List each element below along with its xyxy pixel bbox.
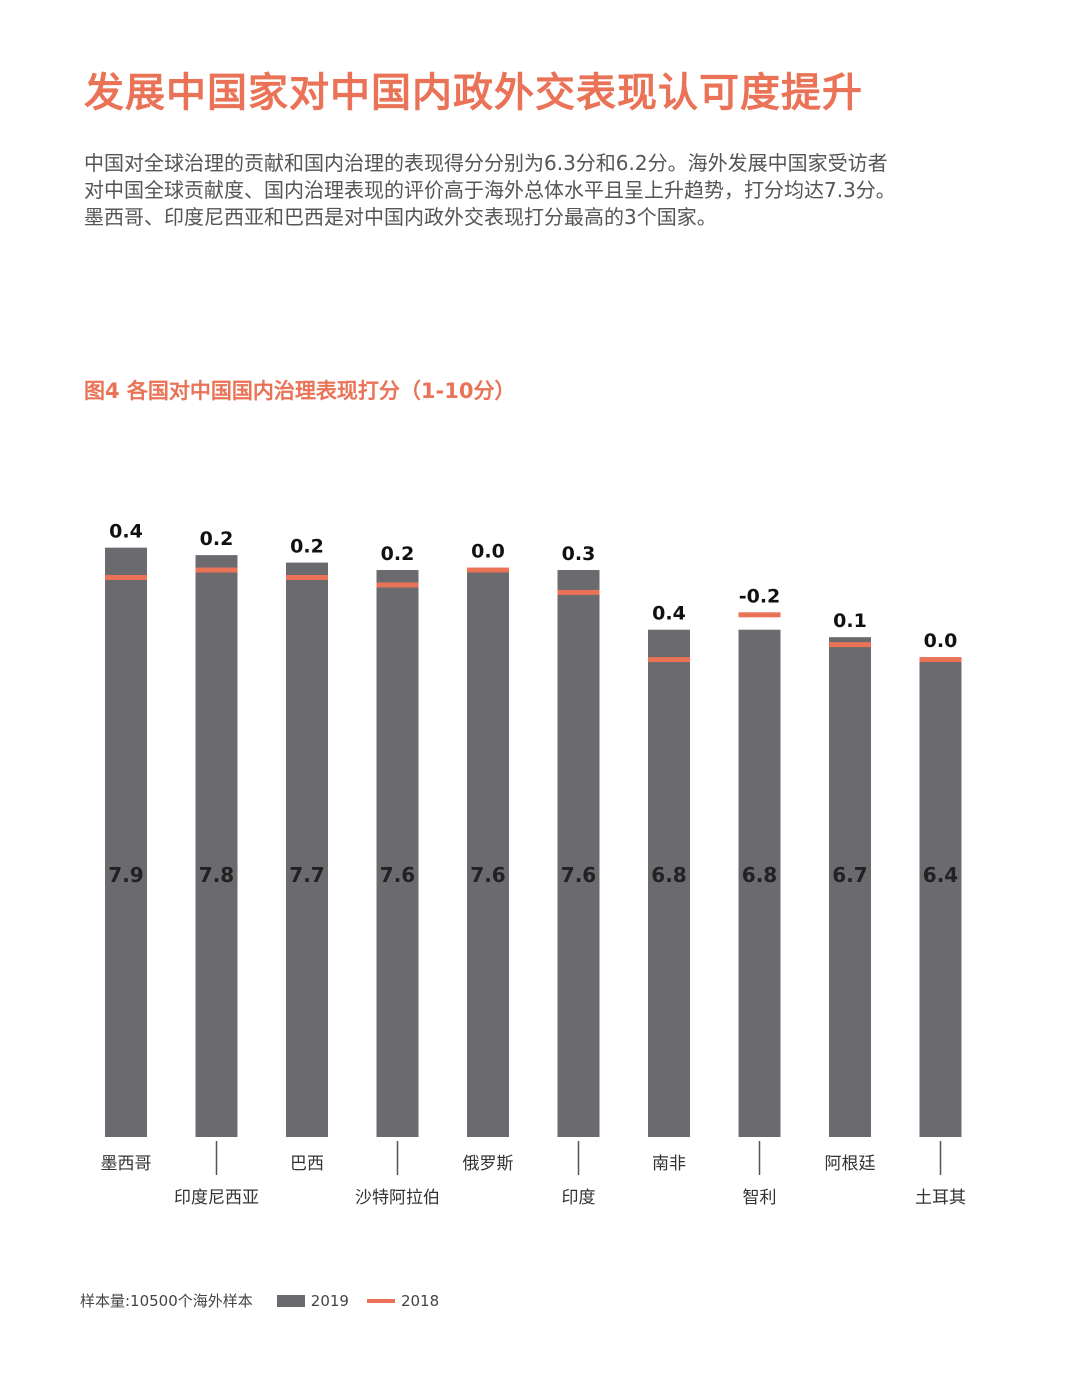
marker-2018	[467, 567, 509, 573]
marker-2018	[376, 582, 419, 588]
change-label: 0.2	[200, 528, 234, 550]
change-label: 0.0	[471, 541, 505, 563]
bar-value-label: 6.7	[832, 863, 867, 887]
bar-value-label: 7.6	[561, 863, 596, 887]
bar-2019	[467, 570, 509, 1137]
bar-2019	[286, 562, 328, 1137]
intro-paragraph: 中国对全球治理的贡献和国内治理的表现得分分别为6.3分和6.2分。海外发展中国家…	[84, 150, 1014, 231]
bar-2019	[557, 570, 600, 1137]
category-label: 墨西哥	[101, 1154, 152, 1174]
legend-swatch-2018	[366, 1298, 395, 1303]
category-label: 土耳其	[915, 1188, 966, 1208]
page-title: 发展中国家对中国内政外交表现认可度提升	[84, 70, 863, 116]
change-label: 0.2	[290, 536, 324, 558]
category-label: 印度	[562, 1188, 596, 1208]
intro-line-2: 对中国全球贡献度、国内治理表现的评价高于海外总体水平且呈上升趋势，打分均达7.3…	[84, 178, 896, 202]
bar-2019	[105, 547, 147, 1137]
change-label: 0.0	[924, 630, 958, 652]
category-label: 巴西	[290, 1154, 324, 1174]
marker-2018	[195, 567, 238, 573]
change-label: 0.1	[833, 610, 867, 632]
intro-line-3: 墨西哥、印度尼西亚和巴西是对中国内政外交表现打分最高的3个国家。	[84, 205, 717, 229]
bar-value-label: 7.6	[380, 863, 415, 887]
bar-2019	[829, 637, 871, 1137]
change-label: 0.2	[381, 543, 415, 565]
bar-2019	[195, 555, 238, 1137]
figure-title: 图4 各国对中国国内治理表现打分（1-10分）	[84, 379, 516, 403]
bar-2019	[648, 629, 690, 1137]
category-label: 印度尼西亚	[174, 1188, 259, 1208]
change-label: 0.4	[109, 521, 143, 543]
category-label: 俄罗斯	[463, 1154, 514, 1174]
sample-size-note: 样本量:10500个海外样本	[80, 1292, 253, 1310]
bar-value-label: 6.4	[923, 863, 958, 887]
change-label: -0.2	[739, 585, 781, 607]
category-label: 智利	[743, 1188, 777, 1208]
change-label: 0.4	[652, 603, 686, 625]
category-label: 沙特阿拉伯	[355, 1188, 440, 1208]
legend-swatch-2019	[276, 1294, 305, 1307]
bar-2019	[919, 659, 962, 1137]
bar-2019	[376, 570, 419, 1137]
legend: 样本量:10500个海外样本 2019 2018	[80, 1290, 439, 1311]
bar-value-label: 7.6	[470, 863, 505, 887]
marker-2018	[286, 575, 328, 580]
marker-2018	[829, 642, 871, 648]
marker-2018	[738, 612, 781, 618]
bar-value-label: 7.8	[199, 863, 234, 887]
bar-2019	[738, 629, 781, 1137]
marker-2018	[557, 589, 600, 595]
bar-value-label: 6.8	[651, 863, 686, 887]
bar-chart: 7.9 0.4 墨西哥 7.8 0.2 印度尼西亚 7.7 0.2 巴西 7.6 0.2 沙特阿拉伯 7…	[101, 521, 967, 1208]
marker-2018	[919, 657, 962, 663]
change-label: 0.3	[562, 543, 596, 565]
legend-label-2018: 2018	[400, 1291, 440, 1310]
category-label: 阿根廷	[825, 1154, 876, 1174]
legend-label-2019: 2019	[310, 1291, 349, 1310]
bar-value-label: 7.7	[289, 863, 324, 887]
bar-value-label: 7.9	[108, 863, 143, 887]
category-label: 南非	[652, 1154, 686, 1174]
marker-2018	[105, 575, 147, 580]
bar-value-label: 6.8	[742, 863, 777, 887]
marker-2018	[648, 657, 690, 663]
intro-line-1: 中国对全球治理的贡献和国内治理的表现得分分别为6.3分和6.2分。海外发展中国家…	[84, 151, 888, 175]
